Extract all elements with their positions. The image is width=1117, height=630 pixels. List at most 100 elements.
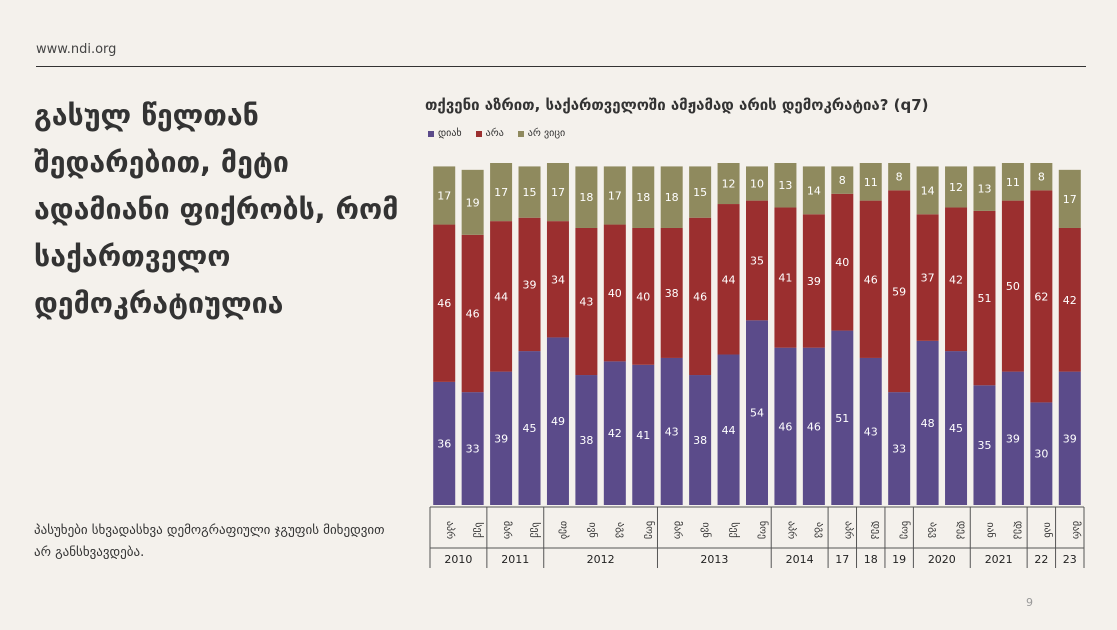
- data-label-dk-22: 17: [1063, 193, 1077, 206]
- bar-dk-16: [888, 163, 911, 191]
- bar-no-5: [575, 227, 598, 376]
- bar-no-9: [689, 217, 712, 376]
- month-label-10: სექ: [729, 522, 741, 537]
- month-label-22: მარ: [1070, 521, 1082, 539]
- bar-no-20: [1001, 200, 1024, 372]
- bar-no-21: [1030, 190, 1053, 403]
- data-label-no-15: 46: [864, 273, 878, 286]
- data-label-dk-10: 12: [722, 178, 736, 191]
- data-label-dk-18: 12: [949, 181, 963, 194]
- chart-legend: დიახ არა არ ვიცი: [428, 128, 565, 139]
- month-label-3: სექ: [530, 522, 542, 537]
- bar-yes-4: [546, 337, 569, 505]
- data-label-yes-18: 45: [949, 422, 963, 435]
- bar-dk-18: [945, 166, 968, 208]
- data-label-yes-3: 45: [523, 422, 537, 435]
- month-label-16: ნოე: [899, 521, 911, 539]
- data-label-dk-21: 8: [1038, 171, 1045, 184]
- page-number: 9: [1026, 596, 1033, 609]
- bar-yes-18: [945, 351, 968, 505]
- month-label-12: აპრ: [785, 521, 797, 539]
- bar-yes-8: [660, 357, 683, 505]
- legend-item-yes: დიახ: [428, 128, 462, 139]
- month-label-18: დეკ: [956, 521, 967, 539]
- data-label-yes-12: 46: [778, 420, 792, 433]
- legend-swatch-yes: [428, 130, 434, 137]
- bar-no-11: [746, 200, 768, 321]
- data-label-no-4: 34: [551, 273, 565, 286]
- data-label-yes-13: 46: [807, 420, 821, 433]
- bar-no-15: [859, 200, 882, 358]
- month-label-6: აგვ: [615, 522, 626, 538]
- chart-title: თქვენი აზრით, საქართველოში ამჟამად არის …: [425, 96, 929, 114]
- data-label-no-10: 44: [722, 273, 736, 286]
- data-label-no-12: 41: [778, 272, 792, 285]
- data-label-dk-19: 13: [977, 183, 991, 196]
- bar-no-7: [632, 227, 655, 365]
- bar-dk-9: [689, 166, 712, 218]
- bar-no-3: [518, 217, 541, 352]
- bar-dk-1: [461, 169, 484, 235]
- bar-dk-0: [433, 166, 456, 225]
- data-label-no-7: 40: [636, 290, 650, 303]
- bar-dk-8: [660, 166, 683, 228]
- bar-no-16: [888, 190, 911, 393]
- footnote: პასუხები სხვადასხვა დემოგრაფიული ჯგუფის …: [34, 523, 385, 560]
- data-label-dk-16: 8: [896, 171, 903, 184]
- bar-no-19: [973, 210, 996, 386]
- data-label-dk-12: 13: [778, 179, 792, 192]
- data-label-yes-8: 43: [665, 425, 679, 438]
- data-label-dk-7: 18: [636, 191, 650, 204]
- bar-no-6: [603, 224, 626, 362]
- bar-dk-15: [859, 163, 882, 201]
- year-label-0: 2010: [444, 553, 472, 566]
- data-label-yes-5: 38: [579, 434, 593, 447]
- bar-yes-9: [689, 375, 712, 505]
- data-label-yes-15: 43: [864, 425, 878, 438]
- month-label-11: ნოე: [757, 521, 769, 539]
- month-label-20: დეკ: [1013, 521, 1024, 539]
- bar-yes-17: [916, 340, 939, 505]
- data-label-yes-17: 48: [921, 417, 935, 430]
- bar-dk-22: [1058, 169, 1081, 228]
- data-label-no-21: 62: [1034, 290, 1048, 303]
- bar-yes-11: [746, 320, 768, 505]
- data-label-dk-9: 15: [693, 186, 707, 199]
- bar-yes-16: [888, 392, 911, 505]
- data-label-yes-7: 41: [636, 429, 650, 442]
- page-headline: გასულ წელთან შედარებით, მეტი ადამიანი ფი…: [34, 99, 399, 320]
- data-label-yes-22: 39: [1063, 432, 1077, 445]
- month-label-4: თებ: [558, 521, 570, 539]
- data-label-no-18: 42: [949, 273, 963, 286]
- year-label-2: 2012: [587, 553, 615, 566]
- data-label-no-2: 44: [494, 290, 508, 303]
- legend-item-no: არა: [475, 128, 504, 139]
- data-label-dk-13: 14: [807, 184, 821, 197]
- year-label-7: 19: [892, 553, 906, 566]
- month-label-5: ივნ: [586, 522, 598, 538]
- bar-yes-15: [859, 357, 882, 505]
- month-label-17: აგვ: [928, 522, 939, 538]
- month-label-7: ნოე: [643, 521, 655, 539]
- data-label-yes-10: 44: [722, 424, 736, 437]
- data-label-no-22: 42: [1063, 294, 1077, 307]
- data-label-dk-4: 17: [551, 186, 565, 199]
- data-label-no-8: 38: [665, 287, 679, 300]
- bar-dk-10: [717, 163, 740, 205]
- year-label-11: 23: [1063, 553, 1077, 566]
- year-label-9: 2021: [985, 553, 1013, 566]
- bar-no-18: [945, 207, 968, 352]
- bar-yes-22: [1058, 371, 1081, 505]
- bar-no-17: [916, 214, 939, 341]
- data-label-yes-16: 33: [892, 443, 906, 456]
- bar-dk-14: [831, 166, 854, 194]
- site-url[interactable]: www.ndi.org: [36, 42, 117, 57]
- bar-yes-2: [490, 371, 513, 505]
- month-label-2: მარ: [501, 521, 513, 539]
- bar-yes-13: [802, 347, 825, 505]
- data-label-dk-5: 18: [579, 191, 593, 204]
- legend-label-dk: არ ვიცი: [527, 128, 566, 139]
- bar-dk-3: [518, 166, 541, 218]
- data-label-dk-20: 11: [1006, 176, 1020, 189]
